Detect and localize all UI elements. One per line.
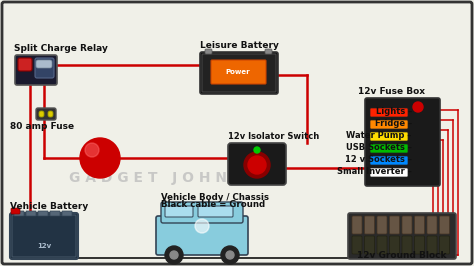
FancyBboxPatch shape [370,120,408,129]
FancyBboxPatch shape [165,206,193,217]
FancyBboxPatch shape [156,216,248,255]
FancyBboxPatch shape [228,143,286,185]
FancyBboxPatch shape [439,216,449,234]
Circle shape [195,219,209,233]
Text: Water Pump –: Water Pump – [346,131,412,140]
FancyBboxPatch shape [11,208,20,214]
FancyBboxPatch shape [370,144,408,153]
Text: Split Charge Relay: Split Charge Relay [14,44,108,53]
Text: G A D G E T   J O H N: G A D G E T J O H N [69,171,227,185]
FancyBboxPatch shape [427,236,437,254]
Circle shape [226,251,234,259]
FancyBboxPatch shape [36,108,56,120]
FancyBboxPatch shape [439,236,449,254]
FancyBboxPatch shape [390,216,400,234]
FancyBboxPatch shape [161,202,243,223]
FancyBboxPatch shape [50,211,60,216]
FancyBboxPatch shape [414,216,425,234]
FancyBboxPatch shape [211,60,266,84]
Text: Black cable = Ground: Black cable = Ground [161,200,265,209]
FancyBboxPatch shape [2,2,472,264]
Circle shape [254,147,260,153]
FancyBboxPatch shape [377,236,387,254]
FancyBboxPatch shape [348,213,456,259]
FancyBboxPatch shape [390,236,400,254]
FancyBboxPatch shape [265,49,272,54]
Text: Small Inverter –: Small Inverter – [337,168,412,177]
FancyBboxPatch shape [10,213,78,259]
FancyBboxPatch shape [198,206,233,217]
FancyBboxPatch shape [427,216,437,234]
FancyBboxPatch shape [370,156,408,165]
FancyBboxPatch shape [48,111,53,117]
FancyBboxPatch shape [14,211,24,216]
Text: 12v: 12v [37,243,51,249]
Circle shape [80,138,120,178]
Text: 12v Isolator Switch: 12v Isolator Switch [228,132,319,141]
FancyBboxPatch shape [39,111,44,117]
FancyBboxPatch shape [365,98,440,186]
Circle shape [165,246,183,264]
Text: Vehicle Battery: Vehicle Battery [10,202,88,211]
FancyBboxPatch shape [18,58,32,71]
FancyBboxPatch shape [62,211,72,216]
Circle shape [244,152,270,178]
Text: Vehicle Body / Chassis: Vehicle Body / Chassis [161,193,269,202]
FancyBboxPatch shape [15,55,57,85]
Circle shape [170,251,178,259]
FancyBboxPatch shape [36,60,52,68]
Circle shape [248,156,266,174]
FancyBboxPatch shape [35,58,54,78]
Circle shape [221,246,239,264]
FancyBboxPatch shape [12,215,76,257]
Circle shape [413,102,423,112]
Text: USB Sockets –: USB Sockets – [346,143,412,152]
Text: Leisure Battery: Leisure Battery [200,41,279,50]
FancyBboxPatch shape [352,236,362,254]
FancyBboxPatch shape [370,108,408,117]
FancyBboxPatch shape [205,49,212,54]
Text: Power: Power [226,69,250,75]
Text: Fridge –: Fridge – [375,119,412,128]
Text: 12v Ground Block: 12v Ground Block [357,251,447,260]
FancyBboxPatch shape [26,211,36,216]
FancyBboxPatch shape [200,52,278,94]
FancyBboxPatch shape [377,216,387,234]
Text: Lights –: Lights – [375,107,412,117]
FancyBboxPatch shape [365,216,374,234]
FancyBboxPatch shape [38,211,48,216]
Text: 12 v Sockets –: 12 v Sockets – [345,156,412,164]
FancyBboxPatch shape [402,236,412,254]
FancyBboxPatch shape [414,236,425,254]
Circle shape [85,143,99,157]
FancyBboxPatch shape [370,132,408,141]
Text: 80 amp Fuse: 80 amp Fuse [10,122,74,131]
FancyBboxPatch shape [402,216,412,234]
Text: 12v Fuse Box: 12v Fuse Box [358,87,426,96]
FancyBboxPatch shape [365,236,374,254]
FancyBboxPatch shape [202,54,276,92]
FancyBboxPatch shape [370,168,408,177]
FancyBboxPatch shape [352,216,362,234]
